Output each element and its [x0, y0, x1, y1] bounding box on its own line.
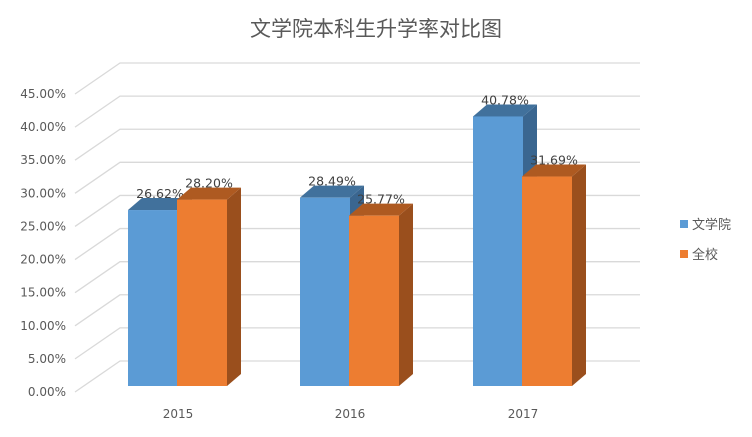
legend-label: 全校: [692, 247, 718, 263]
legend-label: 文学院: [692, 217, 731, 233]
gridline: [74, 227, 640, 261]
gridline: [74, 95, 640, 128]
y-tick-label: 0.00%: [28, 385, 66, 399]
data-label: 26.62%: [136, 186, 184, 201]
bar: [300, 197, 350, 386]
x-tick-label: 2015: [163, 407, 194, 421]
gridline: [74, 194, 640, 227]
bar: [349, 215, 399, 386]
bar: [177, 199, 227, 386]
bar-top: [522, 164, 586, 177]
gridline: [74, 161, 640, 194]
y-tick-label: 20.00%: [20, 253, 66, 267]
bar: [473, 116, 523, 386]
y-tick-label: 10.00%: [20, 319, 66, 333]
gridline: [74, 261, 640, 294]
bar-top: [128, 198, 192, 211]
chart-title: 文学院本科生升学率对比图: [250, 17, 502, 41]
x-tick-label: 2016: [335, 407, 366, 421]
gridline: [74, 327, 640, 360]
gridline: [74, 62, 640, 95]
y-tick-label: 30.00%: [20, 186, 66, 200]
y-tick-label: 45.00%: [20, 87, 66, 101]
y-tick-label: 25.00%: [20, 219, 66, 233]
x-tick-label: 2017: [508, 407, 539, 421]
gridline: [74, 294, 640, 327]
gridline: [74, 128, 640, 161]
data-label: 40.78%: [481, 92, 529, 107]
bar-top: [177, 187, 241, 200]
bar-top: [300, 185, 364, 198]
bar-top: [473, 104, 537, 117]
y-tick-label: 15.00%: [20, 286, 66, 300]
bar: [522, 176, 572, 386]
bar: [128, 210, 178, 386]
y-tick-label: 35.00%: [20, 153, 66, 167]
y-tick-label: 5.00%: [28, 352, 66, 366]
bar-side: [227, 187, 241, 386]
data-label: 28.49%: [308, 174, 356, 189]
gridline: [74, 360, 640, 393]
bar-top: [349, 203, 413, 216]
data-label: 25.77%: [357, 192, 405, 207]
bar-side: [399, 203, 413, 386]
data-label: 31.69%: [530, 153, 578, 168]
bar-side: [572, 164, 586, 386]
legend-swatch: [680, 220, 688, 228]
legend-swatch: [680, 250, 688, 258]
y-tick-label: 40.00%: [20, 120, 66, 134]
data-label: 28.20%: [185, 176, 233, 191]
